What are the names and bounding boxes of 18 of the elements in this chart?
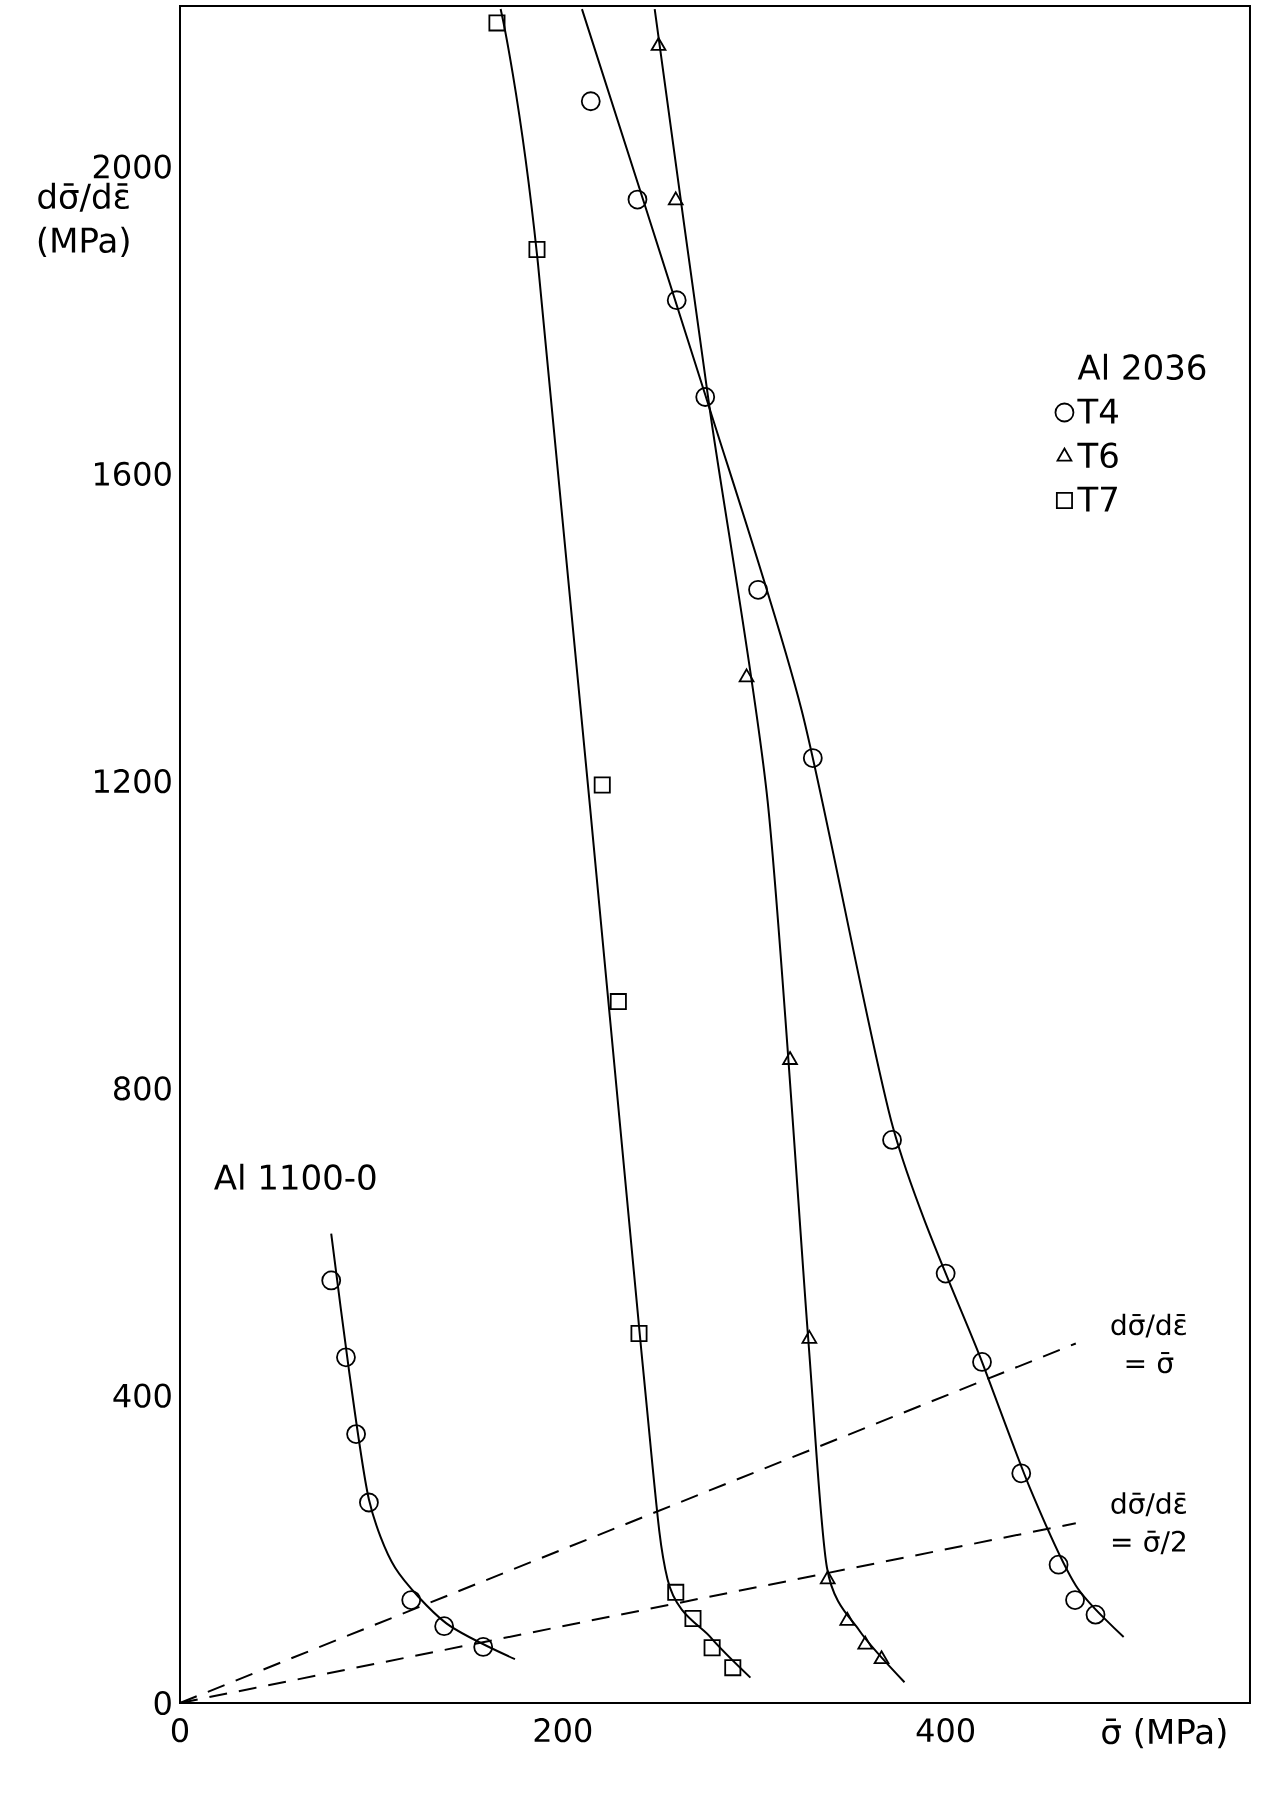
x-axis-title: σ̄ (MPa) — [1102, 1718, 1226, 1749]
legend-label: T6 — [1077, 442, 1118, 469]
y-tick-label: 1600 — [95, 461, 171, 486]
x-tick-label: 400 — [916, 1718, 975, 1743]
legend-title: Al 2036 — [1077, 353, 1206, 381]
y-tick-label: 0 — [154, 1690, 171, 1716]
y-tick-label: 2000 — [93, 154, 171, 179]
annotation: dσ̄/dε̄ = σ̄ — [1111, 1313, 1186, 1374]
legend-label: T7 — [1077, 486, 1117, 512]
y-axis-title: dσ̄/dε̄ (MPa) — [38, 182, 129, 258]
legend-label: T4 — [1077, 398, 1118, 424]
annotation: Al 1100-0 — [214, 1163, 376, 1191]
x-tick-label: 0 — [171, 1718, 189, 1743]
y-tick-label: 1200 — [95, 769, 171, 794]
x-tick-label: 200 — [534, 1718, 592, 1743]
y-tick-label: 800 — [114, 1076, 171, 1101]
annotation: dσ̄/dε̄ = σ̄/2 — [1111, 1492, 1186, 1555]
y-tick-label: 400 — [113, 1383, 171, 1408]
